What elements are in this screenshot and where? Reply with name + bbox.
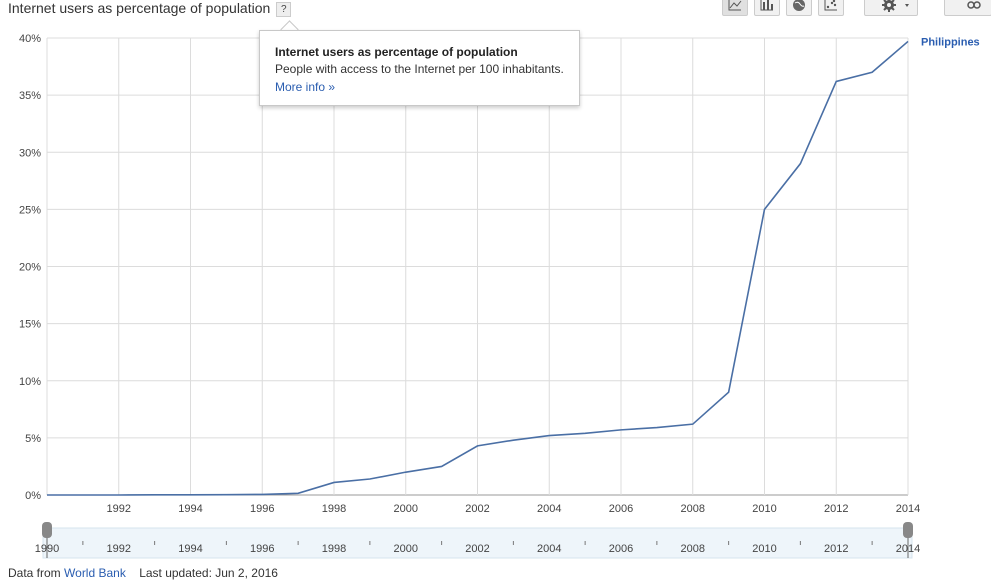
x-tick-label: 1992 xyxy=(107,503,131,515)
x-tick-label: 2000 xyxy=(394,503,418,515)
slider-tick-label: 2000 xyxy=(394,543,418,555)
source-link[interactable]: World Bank xyxy=(64,566,126,580)
tooltip-title: Internet users as percentage of populati… xyxy=(275,45,518,59)
help-button[interactable]: ? xyxy=(276,2,292,17)
y-tick-label: 10% xyxy=(19,376,41,388)
y-tick-label: 30% xyxy=(19,147,41,159)
x-tick-label: 1998 xyxy=(322,503,346,515)
slider-end-handle[interactable] xyxy=(903,522,913,538)
slider-tick-label: 1996 xyxy=(250,543,274,555)
x-tick-label: 2008 xyxy=(681,503,705,515)
slider-tick-label: 2010 xyxy=(752,543,776,555)
x-tick-label: 2006 xyxy=(609,503,633,515)
map-chart-button[interactable] xyxy=(786,0,812,16)
series-group: Philippines xyxy=(46,36,980,496)
x-axis: 1992 1994 1996 1998 2000 2002 2004 2006 2008 2010… xyxy=(107,503,921,515)
slider-tick-label: 2002 xyxy=(465,543,489,555)
y-tick-label: 5% xyxy=(25,433,41,445)
y-tick-label: 20% xyxy=(19,262,41,274)
y-axis: 0% 5% 10% 15% 20% 25% 30% 35% 40% xyxy=(19,33,41,502)
tooltip-description: People with access to the Internet per 1… xyxy=(275,62,564,76)
x-tick-label: 1994 xyxy=(178,503,202,515)
scatter-chart-button[interactable] xyxy=(818,0,844,16)
x-tick-label: 2002 xyxy=(465,503,489,515)
slider-start-handle[interactable] xyxy=(42,522,52,538)
range-slider[interactable]: 1990 1992 1994 1996 1998 2000 2002 2004 2006 2008… xyxy=(35,522,920,559)
line-chart-button[interactable] xyxy=(722,0,748,16)
globe-map-icon xyxy=(793,0,805,11)
x-tick-label: 2012 xyxy=(824,503,848,515)
info-tooltip: Internet users as percentage of populati… xyxy=(259,30,580,106)
slider-tick-label: 2012 xyxy=(824,543,848,555)
settings-button[interactable] xyxy=(864,0,918,16)
x-tick-label: 2004 xyxy=(537,503,561,515)
last-updated: Last updated: Jun 2, 2016 xyxy=(139,566,278,580)
grid-lines xyxy=(46,37,909,496)
slider-tick-label: 2006 xyxy=(609,543,633,555)
y-tick-label: 15% xyxy=(19,319,41,331)
bar-chart-button[interactable] xyxy=(754,0,780,16)
y-tick-label: 35% xyxy=(19,90,41,102)
chart-title-text: Internet users as percentage of populati… xyxy=(8,0,271,16)
series-label: Philippines xyxy=(921,36,980,48)
y-tick-label: 40% xyxy=(19,33,41,45)
slider-tick-label: 1994 xyxy=(178,543,202,555)
slider-tick-label: 2004 xyxy=(537,543,561,555)
chart-title: Internet users as percentage of populati… xyxy=(8,0,292,17)
bar-chart-icon xyxy=(760,0,773,11)
slider-track xyxy=(42,527,913,559)
source-prefix: Data from xyxy=(8,566,61,580)
slider-tick-label: 1998 xyxy=(322,543,346,555)
slider-tick-label: 2008 xyxy=(681,543,705,555)
y-tick-label: 0% xyxy=(25,490,41,502)
slider-tick-label: 1992 xyxy=(107,543,131,555)
y-tick-label: 25% xyxy=(19,204,41,216)
gear-icon xyxy=(882,0,909,12)
footer: Data from World Bank Last updated: Jun 2… xyxy=(8,566,278,580)
x-tick-label: 2010 xyxy=(752,503,776,515)
chart-type-toolbar xyxy=(722,0,850,18)
more-info-link[interactable]: More info » xyxy=(275,80,336,94)
scatter-chart-icon xyxy=(824,0,837,11)
link-button[interactable] xyxy=(944,0,991,16)
x-tick-label: 2014 xyxy=(896,503,920,515)
x-tick-label: 1996 xyxy=(250,503,274,515)
link-icon xyxy=(967,1,981,9)
line-chart-icon xyxy=(728,0,742,11)
